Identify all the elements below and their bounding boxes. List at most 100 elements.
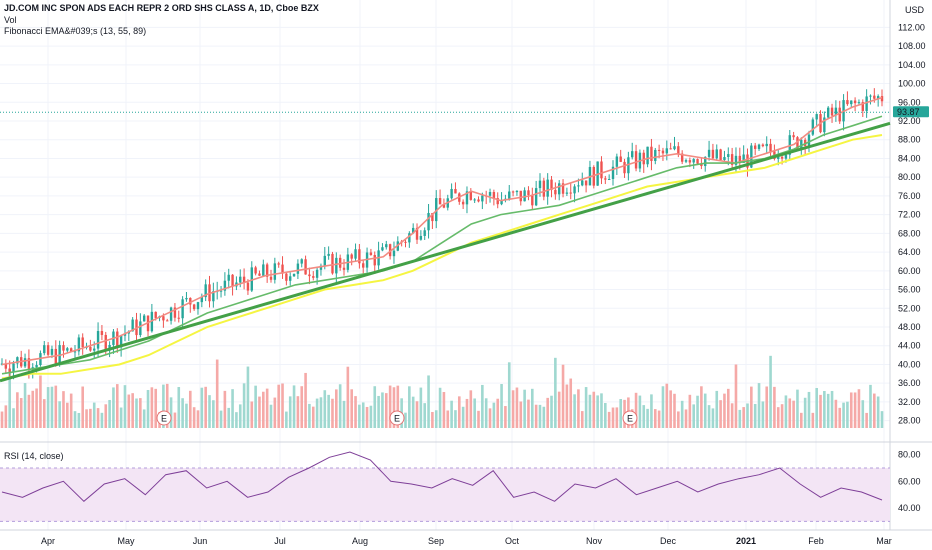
volume-bar xyxy=(454,410,457,428)
volume-bar xyxy=(354,396,357,428)
candle-body xyxy=(269,276,273,280)
volume-bar xyxy=(377,395,380,428)
candle-body xyxy=(511,191,515,193)
volume-bar xyxy=(215,359,219,428)
volume-bar xyxy=(711,408,715,428)
candle-body xyxy=(642,152,645,165)
candle-body xyxy=(742,154,745,163)
earnings-marker-circle xyxy=(389,410,405,426)
volume-bar xyxy=(792,400,795,428)
candle-body xyxy=(650,146,653,161)
volume-bar xyxy=(154,388,158,428)
candle-body xyxy=(265,264,269,277)
trendline[interactable] xyxy=(0,121,891,383)
rsi-legend: RSI (14, close) xyxy=(4,451,64,461)
candle-body xyxy=(419,235,423,240)
volume-bar xyxy=(35,388,38,428)
candle-body xyxy=(665,148,669,154)
candle-body xyxy=(342,267,346,270)
candle-body xyxy=(454,188,457,194)
time-tick-label: Jun xyxy=(193,536,208,546)
candle-body xyxy=(139,321,142,336)
candle-body xyxy=(331,253,334,274)
volume-bar xyxy=(165,383,169,428)
volume-bar xyxy=(123,385,127,428)
candle-body xyxy=(780,156,784,159)
volume-bar xyxy=(588,394,592,428)
volume-bar xyxy=(254,385,257,428)
candle-body xyxy=(481,195,484,202)
volume-bar xyxy=(680,400,684,428)
volume-bar xyxy=(39,375,42,428)
time-tick-label: Sep xyxy=(428,536,444,546)
volume-bar xyxy=(242,383,246,428)
candle-body xyxy=(289,276,292,281)
candle-body xyxy=(227,274,230,281)
candle-body xyxy=(607,179,611,181)
grid xyxy=(0,0,932,531)
candle-body xyxy=(738,155,742,163)
volume-bar xyxy=(223,390,227,428)
candle-body xyxy=(388,244,392,257)
volume-bar xyxy=(692,404,696,428)
volume-bar xyxy=(776,407,780,428)
volume-bar xyxy=(634,392,638,428)
volume-bar xyxy=(765,386,769,428)
candle-body xyxy=(846,100,849,105)
volume-bar xyxy=(296,396,300,428)
candle-body xyxy=(373,255,376,266)
price-tick-label: 108.00 xyxy=(898,41,926,51)
candle-body xyxy=(707,149,711,157)
candle-body xyxy=(880,96,884,102)
candle-body xyxy=(212,291,215,302)
candle-body xyxy=(431,212,434,222)
candle-body xyxy=(104,334,107,351)
candle-body xyxy=(239,276,242,283)
volume-bar xyxy=(112,387,115,428)
volume-bar xyxy=(481,384,484,428)
symbol-title: JD.COM INC SPON ADS EACH REPR 2 ORD SHS … xyxy=(4,3,319,13)
time-axis[interactable]: Apr May Jun Jul Aug Sep Oct Nov Dec 2021 Feb Mar xyxy=(41,536,892,546)
volume-bar xyxy=(442,392,446,428)
volume-bar xyxy=(838,407,842,428)
candle-body xyxy=(857,102,861,104)
volume-bar xyxy=(96,408,100,428)
volume-bar xyxy=(457,396,461,428)
currency-label[interactable]: USD xyxy=(905,5,925,15)
rsi-line xyxy=(1,451,883,502)
price-axis[interactable]: 112.00 108.00 104.00 100.00 96.00 92.00 88.00 8… xyxy=(898,22,926,513)
volume-bar xyxy=(488,408,492,428)
volume-bar xyxy=(646,408,649,428)
candle-body xyxy=(465,191,469,205)
candle-body xyxy=(250,267,253,291)
time-tick-label: Oct xyxy=(505,536,520,546)
candle-body xyxy=(273,263,277,280)
volume-bar xyxy=(415,401,419,428)
candle-body xyxy=(281,264,284,274)
volume-bar xyxy=(304,372,307,428)
candle-body xyxy=(54,348,57,365)
candle-body xyxy=(700,163,703,167)
candle-body xyxy=(546,179,549,197)
volume-bar xyxy=(408,386,411,428)
price-tick-label: 68.00 xyxy=(898,228,921,238)
volume-bar xyxy=(62,391,65,428)
candle-body xyxy=(692,159,695,163)
candle-body xyxy=(769,143,772,152)
volume-bar xyxy=(757,383,761,428)
candle-body xyxy=(584,180,588,186)
last-price-badge-bg xyxy=(893,106,929,118)
candle-body xyxy=(50,348,54,355)
volume-bar xyxy=(69,393,73,428)
volume-bar xyxy=(703,393,707,428)
volume-bar xyxy=(842,402,845,428)
volume-bar xyxy=(696,395,699,428)
candle-body xyxy=(565,192,569,194)
candle-body xyxy=(312,276,315,278)
candle-body xyxy=(100,331,104,335)
volume-bar xyxy=(311,406,315,428)
volume-bar xyxy=(784,395,788,428)
volume-bar xyxy=(315,398,319,428)
